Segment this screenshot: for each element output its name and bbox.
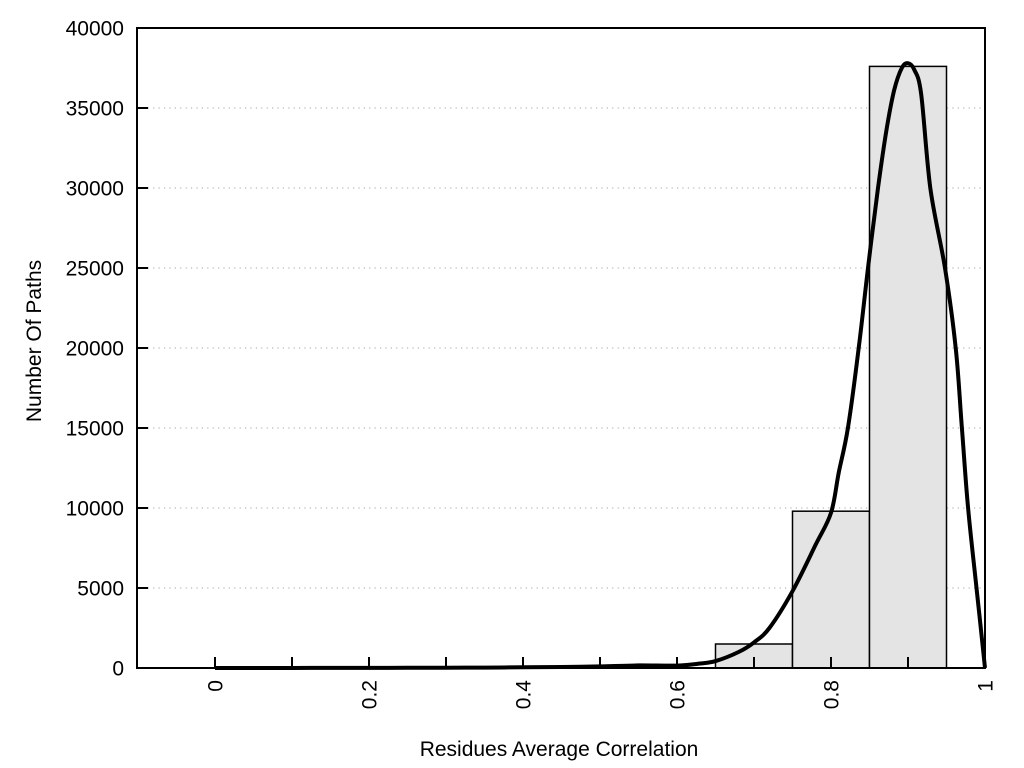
y-tick-label: 10000	[66, 498, 124, 521]
x-tick-label: 0.6	[667, 680, 690, 709]
x-tick-labels: 0 0.2 0.4 0.6 0.8 1	[205, 680, 998, 710]
y-tick-labels: 0 5000 10000 15000 20000 25000 30000 35000 40000	[66, 18, 124, 681]
x-tick-label: 0.4	[513, 680, 536, 710]
histogram-bar	[791, 510, 871, 669]
y-tick-label: 25000	[66, 258, 124, 281]
y-tick-label: 40000	[66, 18, 124, 41]
y-axis-title: Number Of Paths	[23, 260, 46, 422]
y-tick-label: 15000	[66, 418, 124, 441]
x-tick-label: 0.8	[821, 680, 844, 709]
grid-layer	[137, 107, 985, 589]
y-tick-label: 35000	[66, 98, 124, 121]
histogram-bars	[714, 65, 948, 669]
y-tick-label: 30000	[66, 178, 124, 201]
x-tick-label: 0.2	[359, 680, 382, 709]
x-tick-label: 0	[205, 680, 228, 692]
y-tick-label: 20000	[66, 338, 124, 361]
density-curve	[215, 61, 987, 670]
x-axis-title: Residues Average Correlation	[420, 738, 699, 761]
y-tick-label: 5000	[77, 578, 124, 601]
x-tick-label: 1	[975, 680, 998, 692]
y-tick-label: 0	[112, 658, 124, 681]
